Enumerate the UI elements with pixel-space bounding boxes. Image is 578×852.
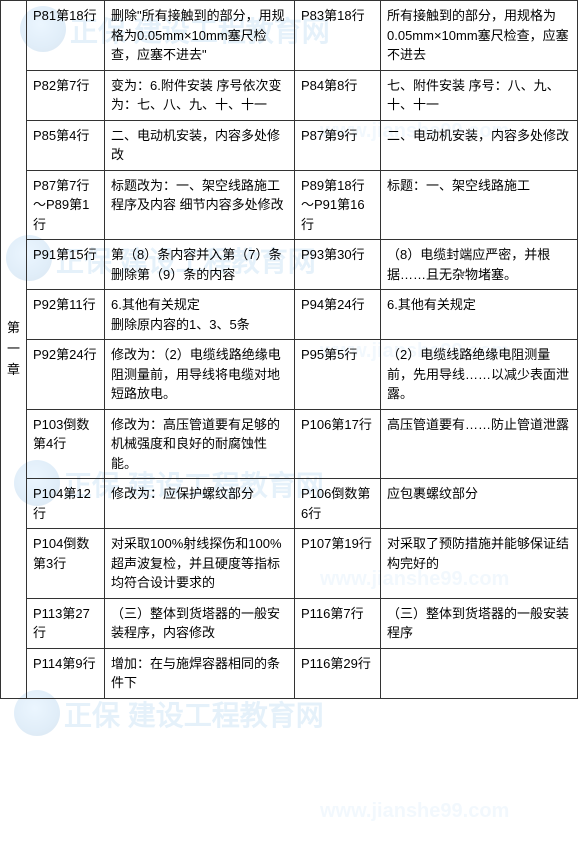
- location-1: P92第11行: [27, 290, 105, 340]
- table-row: 第一章P81第18行删除"所有接触到的部分，用规格为0.05mm×10mm塞尺检…: [1, 1, 578, 71]
- table-row: P104第12行修改为：应保护螺纹部分P106倒数第6行应包裹螺纹部分: [1, 479, 578, 529]
- table-row: P82第7行变为：6.附件安装 序号依次变为：七、八、九、十、十一P84第8行七…: [1, 70, 578, 120]
- location-2: P93第30行: [295, 240, 381, 290]
- content-1: 第（8）条内容并入第（7）条 删除第（9）条的内容: [105, 240, 295, 290]
- location-2: P116第7行: [295, 598, 381, 648]
- location-2: P116第29行: [295, 648, 381, 698]
- content-1: 修改为：（2）电缆线路绝缘电阻测量前，用导线将电缆对地短路放电。: [105, 340, 295, 410]
- location-2: P94第24行: [295, 290, 381, 340]
- content-2: [381, 648, 578, 698]
- location-1: P103倒数第4行: [27, 409, 105, 479]
- location-1: P87第7行～P89第1行: [27, 170, 105, 240]
- location-2: P83第18行: [295, 1, 381, 71]
- location-1: P104第12行: [27, 479, 105, 529]
- location-2: P107第19行: [295, 529, 381, 599]
- content-1: 对采取100%射线探伤和100%超声波复检，并且硬度等指标均符合设计要求的: [105, 529, 295, 599]
- table-row: P92第24行修改为：（2）电缆线路绝缘电阻测量前，用导线将电缆对地短路放电。P…: [1, 340, 578, 410]
- location-2: P89第18行～P91第16行: [295, 170, 381, 240]
- content-2: 6.其他有关规定: [381, 290, 578, 340]
- content-1: 6.其他有关规定 删除原内容的1、3、5条: [105, 290, 295, 340]
- location-1: P114第9行: [27, 648, 105, 698]
- content-1: 变为：6.附件安装 序号依次变为：七、八、九、十、十一: [105, 70, 295, 120]
- content-1: 修改为：高压管道要有足够的机械强度和良好的耐腐蚀性能。: [105, 409, 295, 479]
- content-1: 二、电动机安装，内容多处修改: [105, 120, 295, 170]
- table-row: P87第7行～P89第1行标题改为：一、架空线路施工程序及内容 细节内容多处修改…: [1, 170, 578, 240]
- content-2: 标题：一、架空线路施工: [381, 170, 578, 240]
- location-2: P95第5行: [295, 340, 381, 410]
- content-1: 修改为：应保护螺纹部分: [105, 479, 295, 529]
- table-row: P114第9行增加：在与施焊容器相同的条件下P116第29行: [1, 648, 578, 698]
- location-2: P84第8行: [295, 70, 381, 120]
- location-2: P106倒数第6行: [295, 479, 381, 529]
- content-2: 七、附件安装 序号：八、九、十、十一: [381, 70, 578, 120]
- content-2: 所有接触到的部分，用规格为0.05mm×10mm塞尺检查，应塞不进去: [381, 1, 578, 71]
- table-row: P85第4行二、电动机安装，内容多处修改P87第9行二、电动机安装，内容多处修改: [1, 120, 578, 170]
- location-1: P85第4行: [27, 120, 105, 170]
- location-2: P106第17行: [295, 409, 381, 479]
- content-1: 删除"所有接触到的部分，用规格为0.05mm×10mm塞尺检查，应塞不进去": [105, 1, 295, 71]
- table-row: P92第11行6.其他有关规定 删除原内容的1、3、5条P94第24行6.其他有…: [1, 290, 578, 340]
- errata-table: 第一章P81第18行删除"所有接触到的部分，用规格为0.05mm×10mm塞尺检…: [0, 0, 578, 699]
- location-1: P113第27行: [27, 598, 105, 648]
- content-2: 高压管道要有……防止管道泄露: [381, 409, 578, 479]
- content-2: （三）整体到货塔器的一般安装程序: [381, 598, 578, 648]
- chapter-cell: 第一章: [1, 1, 27, 699]
- content-1: （三）整体到货塔器的一般安装程序，内容修改: [105, 598, 295, 648]
- location-1: P92第24行: [27, 340, 105, 410]
- content-1: 增加：在与施焊容器相同的条件下: [105, 648, 295, 698]
- location-1: P91第15行: [27, 240, 105, 290]
- location-2: P87第9行: [295, 120, 381, 170]
- location-1: P81第18行: [27, 1, 105, 71]
- content-2: （2）电缆线路绝缘电阻测量前，先用导线……以减少表面泄露。: [381, 340, 578, 410]
- table-row: P91第15行第（8）条内容并入第（7）条 删除第（9）条的内容P93第30行（…: [1, 240, 578, 290]
- location-1: P82第7行: [27, 70, 105, 120]
- table-row: P103倒数第4行修改为：高压管道要有足够的机械强度和良好的耐腐蚀性能。P106…: [1, 409, 578, 479]
- location-1: P104倒数第3行: [27, 529, 105, 599]
- content-1: 标题改为：一、架空线路施工程序及内容 细节内容多处修改: [105, 170, 295, 240]
- content-2: 应包裹螺纹部分: [381, 479, 578, 529]
- content-2: （8）电缆封端应严密，并根据……且无杂物堵塞。: [381, 240, 578, 290]
- content-2: 二、电动机安装，内容多处修改: [381, 120, 578, 170]
- content-2: 对采取了预防措施并能够保证结构完好的: [381, 529, 578, 599]
- watermark-text-4: 正保 建设工程教育网: [64, 694, 324, 734]
- watermark-url-4: www.jianshe99.com: [320, 800, 509, 823]
- table-row: P113第27行（三）整体到货塔器的一般安装程序，内容修改P116第7行（三）整…: [1, 598, 578, 648]
- table-row: P104倒数第3行对采取100%射线探伤和100%超声波复检，并且硬度等指标均符…: [1, 529, 578, 599]
